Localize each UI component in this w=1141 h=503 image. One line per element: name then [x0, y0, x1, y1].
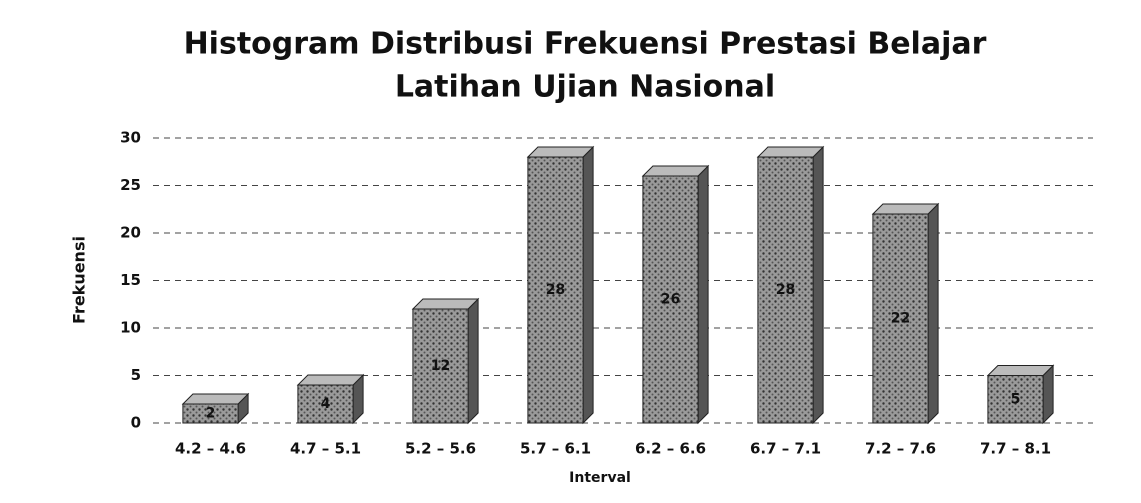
bar: [987, 375, 1044, 424]
x-tick-label: 5.7 – 6.1: [520, 440, 591, 458]
bar-top: [986, 365, 1055, 376]
bar: [182, 403, 239, 424]
data-label: 22: [891, 311, 910, 327]
y-tick-label: 25: [120, 176, 141, 194]
data-label: 28: [776, 282, 795, 298]
chart-title: Histogram Distribusi Frekuensi Prestasi …: [184, 27, 987, 62]
y-axis-label: Frekuensi: [70, 236, 89, 324]
chart-title: Latihan Ujian Nasional: [395, 70, 775, 105]
bar: [757, 156, 814, 424]
data-label: 4: [321, 396, 331, 412]
y-tick-label: 30: [120, 129, 141, 147]
bar: [872, 213, 929, 424]
x-tick-label: 7.2 – 7.6: [865, 440, 936, 458]
data-label: 26: [661, 292, 680, 308]
bar-top: [411, 298, 480, 310]
bar-top: [641, 165, 710, 177]
data-label: 12: [431, 358, 450, 374]
bar-side: [812, 145, 824, 425]
y-tick-label: 5: [131, 366, 141, 384]
x-tick-label: 6.2 – 6.6: [635, 440, 706, 458]
bar: [412, 308, 469, 424]
data-label: 5: [1011, 391, 1021, 407]
x-tick-label: 5.2 – 5.6: [405, 440, 476, 458]
x-tick-label: 7.7 – 8.1: [980, 440, 1051, 458]
x-tick-label: 4.2 – 4.6: [175, 440, 246, 458]
bar: [527, 156, 584, 424]
bar-top: [296, 374, 365, 386]
y-tick-label: 10: [120, 319, 141, 337]
x-axis-label: Interval: [569, 470, 631, 486]
x-tick-label: 6.7 – 7.1: [750, 440, 821, 458]
bar-top: [181, 393, 250, 405]
data-label: 28: [546, 282, 565, 298]
y-tick-label: 15: [120, 271, 141, 289]
bar: [642, 175, 699, 424]
bar-side: [582, 145, 594, 425]
bar-side: [467, 297, 479, 425]
bar-side: [927, 202, 939, 425]
bar-top: [526, 146, 595, 158]
y-tick-label: 0: [131, 414, 141, 432]
bar-side: [697, 164, 709, 425]
x-tick-label: 4.7 – 5.1: [290, 440, 361, 458]
y-tick-label: 20: [120, 224, 141, 242]
bar: [297, 384, 354, 424]
bar-top: [756, 146, 825, 158]
bar-top: [871, 203, 940, 215]
data-label: 2: [206, 406, 216, 422]
